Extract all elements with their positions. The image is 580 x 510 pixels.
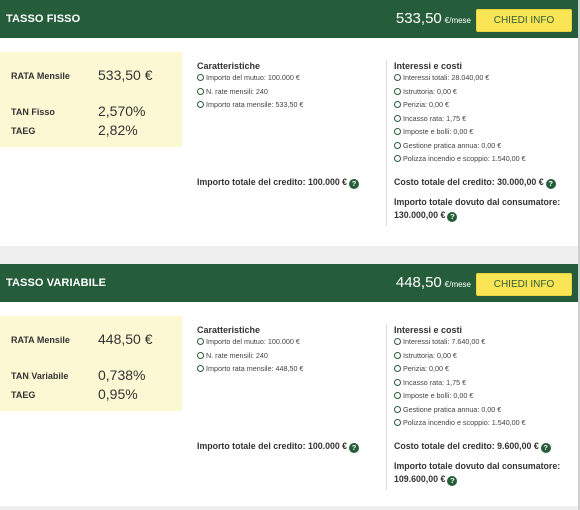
costs-title: Interessi e costi [394, 61, 463, 71]
taeg-label: TAEG [11, 390, 36, 400]
help-circle-icon[interactable]: ? [349, 179, 360, 189]
tan-value: 0,738% [98, 367, 146, 383]
request-info-button[interactable]: CHIEDI INFO [476, 9, 572, 32]
costs-list: Interessi totali: 28.040,00 € Istruttori… [394, 71, 526, 166]
cost-item: Istruttoria: 0,00 € [394, 349, 526, 363]
cost-item: Istruttoria: 0,00 € [394, 85, 526, 99]
monthly-unit: €/mese [444, 16, 471, 25]
offer-card-variable: TASSO VARIABILE 448,50 €/mese CHIEDI INFO… [0, 264, 578, 506]
cost-item: Incasso rata: 1,75 € [394, 112, 526, 126]
monthly-unit: €/mese [444, 280, 471, 289]
taeg-value: 0,95% [98, 386, 138, 402]
column-divider [386, 60, 387, 226]
help-circle-icon[interactable]: ? [447, 475, 458, 486]
credit-total: Importo totale del credito: 100.000 €? [197, 176, 360, 189]
rate-summary: RATA Mensile 448,50 € TAN Variabile 0,73… [0, 316, 182, 411]
request-info-button[interactable]: CHIEDI INFO [476, 273, 572, 296]
cost-item: Interessi totali: 28.040,00 € [394, 71, 526, 85]
taeg-label: TAEG [11, 126, 36, 136]
features-title: Caratteristiche [197, 61, 261, 71]
cost-item: Imposte e bolli: 0,00 € [394, 389, 526, 403]
credit-total-text: Importo totale del credito: 100.000 € [197, 441, 348, 451]
monthly-amount: 448,50 [395, 274, 442, 291]
cost-item: Interessi totali: 7.640,00 € [394, 335, 526, 349]
feature-item: Importo del mutuo: 100.000 € [197, 71, 303, 85]
column-divider [386, 324, 387, 490]
features-title: Caratteristiche [197, 325, 261, 335]
cost-item: Imposte e bolli: 0,00 € [394, 125, 526, 139]
due-label: Importo totale dovuto dal consumatore: [394, 197, 561, 207]
cost-item: Polizza incendio e scoppio: 1.540,00 € [394, 416, 526, 430]
monthly-price: 448,50 €/mese [396, 274, 471, 291]
help-circle-icon[interactable]: ? [349, 443, 360, 453]
help-circle-icon[interactable]: ? [545, 179, 556, 189]
tan-label: TAN Variabile [11, 371, 69, 381]
cost-total-text: Costo totale del credito: 30.000,00 € [394, 177, 544, 187]
cost-total: Costo totale del credito: 30.000,00 €? [394, 176, 556, 189]
cost-item: Perizia: 0,00 € [394, 98, 526, 112]
offer-title: TASSO VARIABILE [6, 277, 107, 289]
credit-total-text: Importo totale del credito: 100.000 € [197, 177, 348, 187]
rate-value: 448,50 € [98, 331, 153, 347]
feature-item: Importo del mutuo: 100.000 € [197, 335, 303, 349]
help-circle-icon[interactable]: ? [447, 211, 458, 222]
costs-title: Interessi e costi [394, 325, 463, 335]
cost-item: Gestione pratica annua: 0,00 € [394, 403, 526, 417]
cost-item: Polizza incendio e scoppio: 1.540,00 € [394, 152, 526, 166]
tan-value: 2,570% [98, 103, 146, 119]
feature-item: N. rate mensili: 240 [197, 349, 303, 363]
rate-summary: RATA Mensile 533,50 € TAN Fisso 2,570% T… [0, 52, 182, 147]
due-total: Importo totale dovuto dal consumatore: 1… [394, 460, 560, 486]
credit-total: Importo totale del credito: 100.000 €? [197, 440, 360, 453]
tan-label: TAN Fisso [11, 107, 55, 117]
cost-item: Gestione pratica annua: 0,00 € [394, 139, 526, 153]
monthly-price: 533,50 €/mese [396, 10, 471, 27]
due-value: 130.000,00 € [394, 209, 446, 220]
feature-item: Importo rata mensile: 533,50 € [197, 98, 303, 112]
cost-item: Perizia: 0,00 € [394, 362, 526, 376]
monthly-amount: 533,50 [395, 10, 442, 27]
offer-title: TASSO FISSO [6, 13, 81, 25]
taeg-value: 2,82% [98, 122, 138, 138]
cost-item: Incasso rata: 1,75 € [394, 376, 526, 390]
rate-label: RATA Mensile [11, 71, 70, 81]
rate-value: 533,50 € [98, 67, 153, 83]
features-list: Importo del mutuo: 100.000 € N. rate men… [197, 335, 303, 376]
rate-label: RATA Mensile [11, 335, 70, 345]
offer-header: TASSO VARIABILE 448,50 €/mese CHIEDI INFO [0, 264, 578, 302]
offer-header: TASSO FISSO 533,50 €/mese CHIEDI INFO [0, 0, 578, 38]
costs-list: Interessi totali: 7.640,00 € Istruttoria… [394, 335, 526, 430]
features-list: Importo del mutuo: 100.000 € N. rate men… [197, 71, 303, 112]
feature-item: Importo rata mensile: 448,50 € [197, 362, 303, 376]
scroll-edge [578, 0, 580, 510]
cost-total: Costo totale del credito: 9.600,00 €? [394, 440, 551, 453]
help-circle-icon[interactable]: ? [540, 443, 551, 453]
due-total: Importo totale dovuto dal consumatore: 1… [394, 196, 560, 222]
due-label: Importo totale dovuto dal consumatore: [394, 461, 561, 471]
offer-card-fixed: TASSO FISSO 533,50 €/mese CHIEDI INFO RAT… [0, 0, 578, 246]
cost-total-text: Costo totale del credito: 9.600,00 € [394, 441, 539, 451]
feature-item: N. rate mensili: 240 [197, 85, 303, 99]
due-value: 109.600,00 € [394, 473, 446, 484]
